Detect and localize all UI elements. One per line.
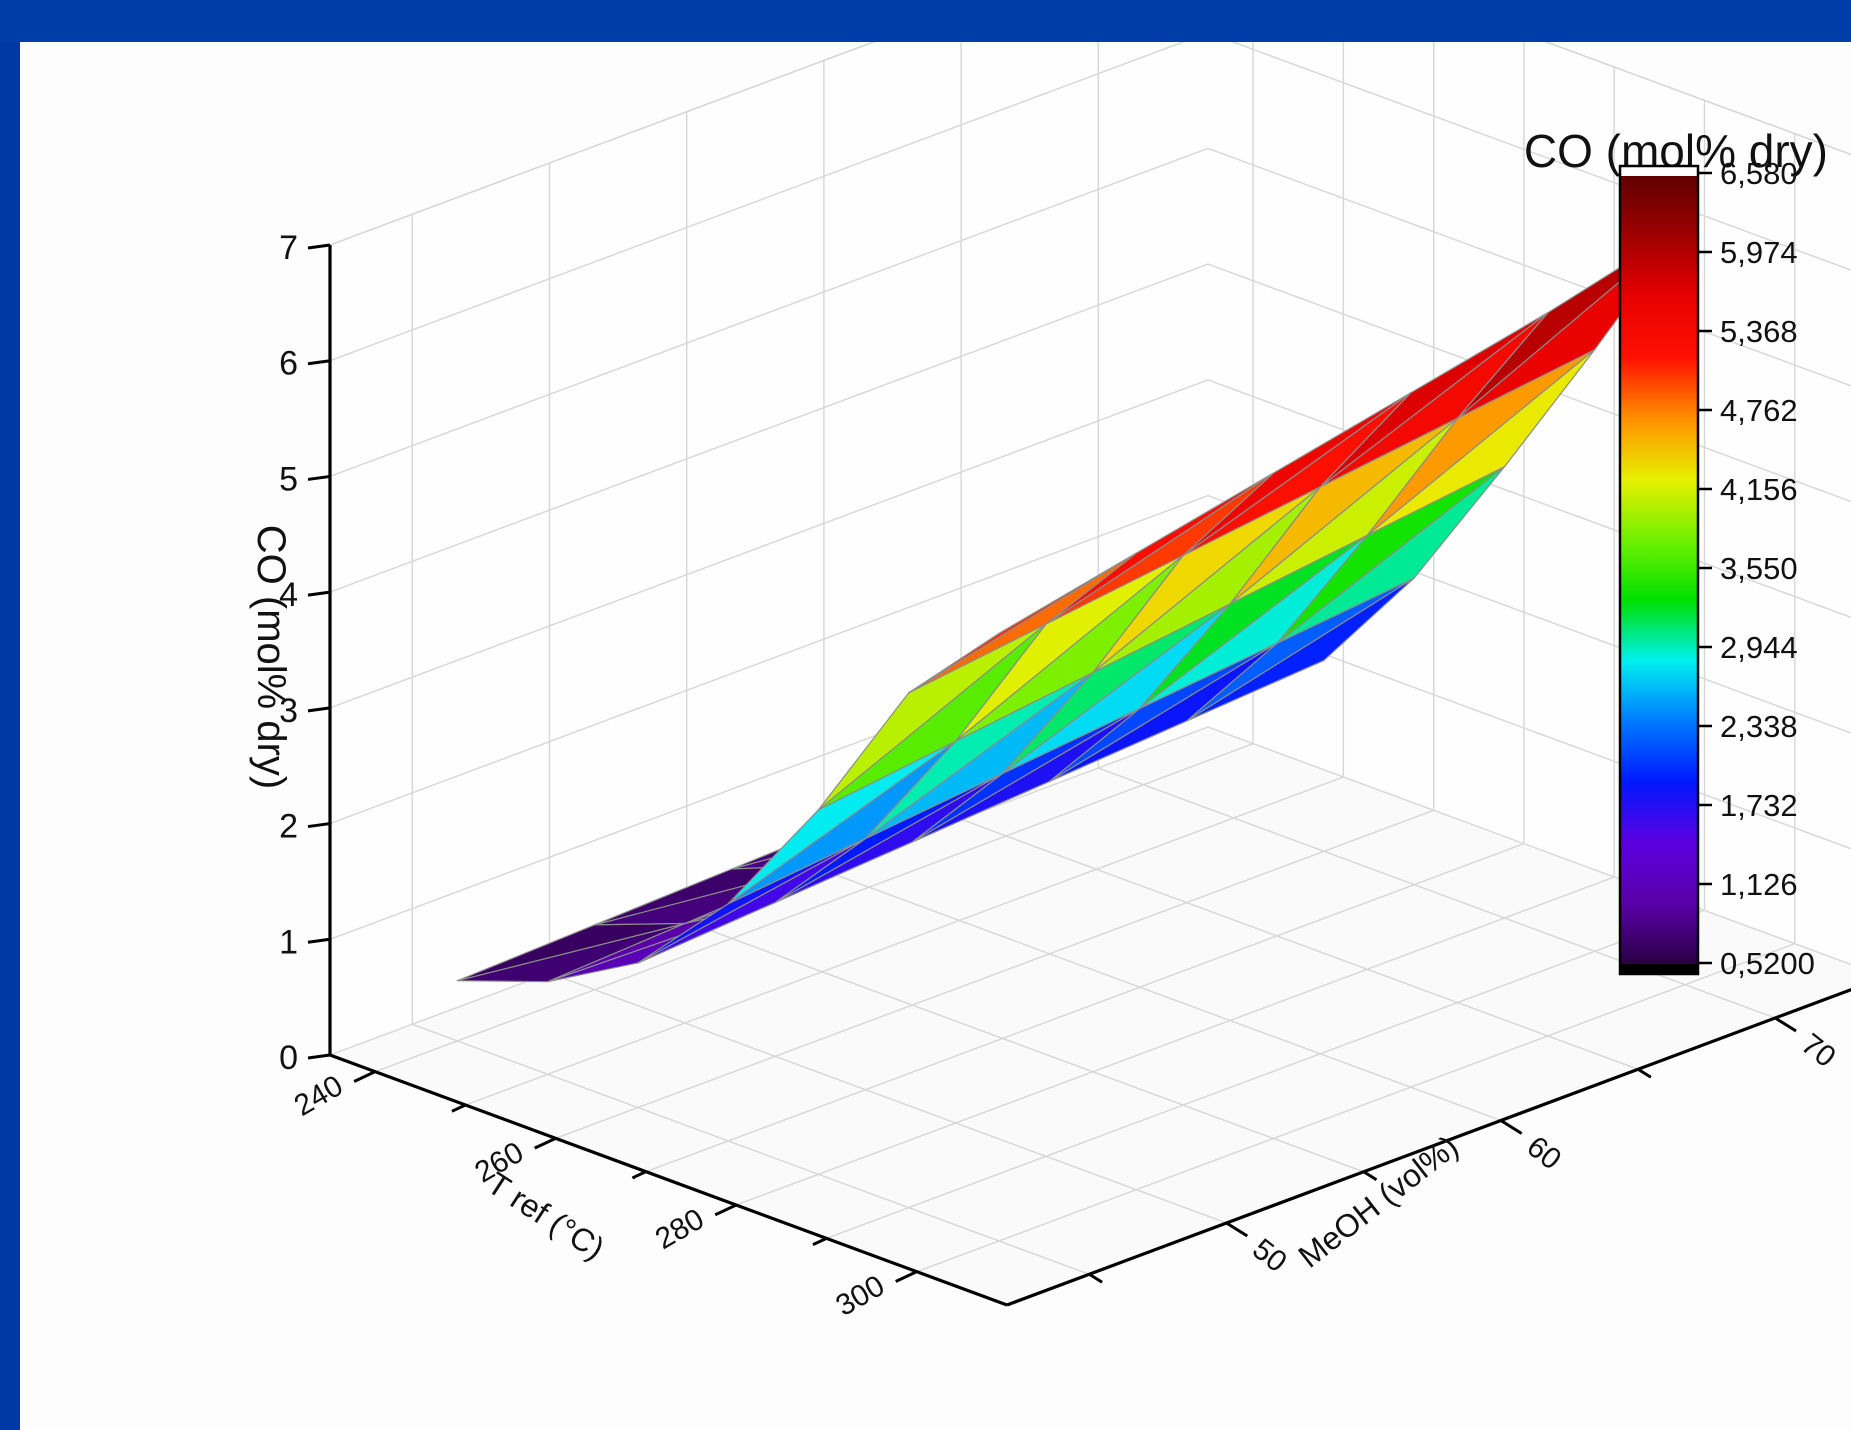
chart-panel: 0 1 2 3 4 5 6 7 240 260 280 300 50 60 70 CO (mol% dry)…	[20, 42, 1851, 1430]
x-tick	[353, 1070, 376, 1083]
surface-facet	[1186, 577, 1415, 722]
surface-facet	[1229, 417, 1459, 605]
z-tick-label: 4	[279, 576, 298, 614]
z-tick	[307, 243, 331, 250]
surface-facet	[637, 837, 867, 964]
z-tick-label: 7	[279, 229, 298, 267]
surface-facet	[1045, 472, 1275, 625]
z-tick	[307, 474, 331, 481]
y-tick-label: 60	[1521, 1130, 1568, 1177]
surface-facet	[456, 922, 686, 982]
z-tick-label: 0	[279, 1039, 298, 1077]
z-tick-label: 1	[279, 923, 298, 961]
x-tick	[534, 1136, 557, 1150]
colorbar-tick-label: 1,732	[1720, 788, 1798, 823]
y-minor-tick	[1362, 1170, 1378, 1182]
surface-facet	[774, 772, 1004, 904]
y-tick-label: 70	[1795, 1028, 1842, 1075]
colorbar-tick-label: 1,126	[1720, 867, 1798, 902]
wall-edge	[329, 42, 1851, 246]
colorbar-tick-label: 2,338	[1720, 709, 1798, 744]
z-tick-label: 2	[279, 808, 298, 846]
z-tick	[307, 706, 331, 713]
z-tick	[307, 822, 331, 829]
y-minor-tick	[1637, 1067, 1652, 1079]
floor	[330, 727, 1851, 1305]
x-tick-label: 280	[650, 1202, 710, 1256]
x-gridline	[735, 67, 1615, 1206]
x-tick	[895, 1270, 918, 1283]
y-tick-label: 50	[1246, 1233, 1293, 1280]
x-minor-tick	[631, 1170, 647, 1180]
surface-facet	[1182, 392, 1412, 557]
z-axis-label: CO (mol% dry)	[249, 525, 293, 789]
surface-facet	[1276, 466, 1506, 644]
y-tick	[1500, 1119, 1523, 1135]
colorbar: 6,580 5,974 5,368 4,762 4,156 3,550 2,944 2,338…	[1618, 156, 1815, 981]
y-gridline	[411, 214, 1090, 1275]
surface-facet	[955, 554, 1184, 742]
y-tick	[1225, 1221, 1249, 1238]
surface-facet	[1319, 312, 1549, 488]
colorbar-min-cap	[1620, 964, 1698, 974]
surface-facet	[1048, 642, 1278, 783]
z-tick	[307, 359, 331, 366]
z-tick	[307, 1053, 331, 1060]
y-tick	[1774, 1016, 1797, 1033]
x-minor-tick	[812, 1236, 828, 1246]
colorbar-frame	[1618, 164, 1700, 976]
colorbar-gradient	[1620, 176, 1698, 964]
colorbar-tick-label: 3,550	[1720, 551, 1798, 586]
x-gridline	[826, 100, 1706, 1239]
x-gridline	[916, 133, 1796, 1273]
x-gridline	[555, 42, 1435, 1139]
surface-facet	[817, 623, 1047, 811]
x-tick-label: 300	[830, 1269, 890, 1323]
surface-facet	[911, 707, 1141, 843]
surface-facet	[1366, 349, 1596, 536]
surface-facet	[908, 552, 1137, 694]
z-tick-label: 3	[279, 692, 298, 730]
x-gridline	[465, 42, 1345, 1106]
z-tick	[307, 937, 331, 944]
x-tick-label: 240	[289, 1069, 349, 1123]
colorbar-tick-label: 4,762	[1720, 393, 1798, 428]
x-axis-line	[329, 1053, 1008, 1307]
y-gridline	[1097, 42, 1776, 1019]
surface-facet	[1139, 534, 1368, 709]
y-axis-line	[1006, 987, 1851, 1307]
surface-facet	[864, 671, 1094, 840]
y-minor-tick	[1088, 1272, 1103, 1284]
colorbar-tick-label: 6,580	[1720, 156, 1798, 191]
surface-facet	[1001, 603, 1231, 775]
colorbar-tick-label: 2,944	[1720, 630, 1798, 665]
surface-facet	[727, 740, 957, 905]
colorbar-tick-label: 4,156	[1720, 472, 1798, 507]
x-axis-label: T ref (°C)	[481, 1165, 611, 1267]
top-bar	[0, 0, 1851, 42]
x-minor-tick	[451, 1103, 467, 1113]
z-tick-label: 5	[279, 460, 298, 498]
colorbar-max-cap	[1620, 166, 1698, 176]
colorbar-tick-label: 5,974	[1720, 235, 1798, 270]
colorbar-tick-label: 0,5200	[1720, 946, 1815, 981]
x-gridline	[374, 42, 1254, 1073]
x-gridline	[645, 42, 1525, 1173]
colorbar-tick-label: 5,368	[1720, 314, 1798, 349]
surface-facet	[1092, 486, 1321, 674]
surface	[456, 226, 1686, 983]
z-tick	[307, 590, 331, 597]
z-tick-label: 6	[279, 345, 298, 383]
x-tick	[714, 1203, 737, 1217]
